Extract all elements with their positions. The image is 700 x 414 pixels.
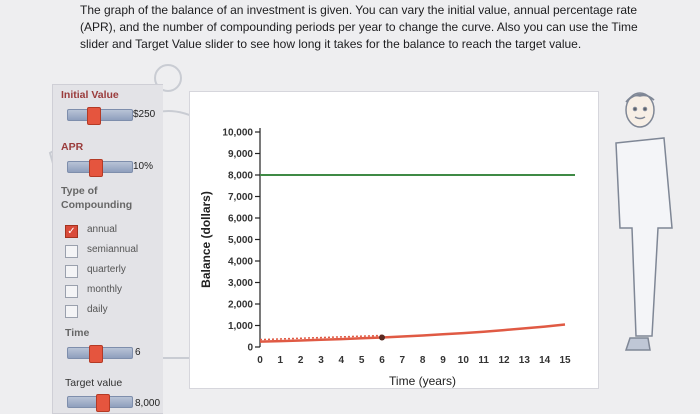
time-marker-point — [379, 334, 385, 341]
initial-value-readout: $250 — [133, 109, 156, 120]
compounding-label-line2: Compounding — [61, 199, 133, 211]
x-tick-label: 0 — [257, 355, 263, 366]
compounding-option-label: semiannual — [87, 244, 139, 255]
target-value-label: Target value — [65, 377, 123, 389]
x-tick-label: 9 — [440, 355, 446, 366]
y-tick-label: 0 — [247, 343, 253, 354]
x-tick-label: 6 — [379, 355, 385, 366]
y-tick-label: 5,000 — [228, 235, 253, 246]
compounding-option-label: daily — [87, 304, 108, 315]
y-tick-label: 3,000 — [228, 278, 253, 289]
x-tick-label: 15 — [559, 355, 571, 366]
x-axis-label: Time (years) — [389, 374, 456, 388]
initial-value-slider-thumb[interactable] — [87, 107, 102, 125]
student-figure-right — [615, 92, 673, 351]
controls-panel: Initial Value $250 APR 10% Type of Compo… — [52, 84, 163, 414]
balance-trace-dotted — [259, 334, 383, 341]
x-tick-label: 10 — [458, 355, 470, 366]
checkbox-icon[interactable] — [65, 305, 78, 318]
y-tick-label: 1,000 — [228, 321, 253, 332]
checkbox-checked-icon[interactable]: ✓ — [65, 225, 78, 238]
initial-value-label: Initial Value — [61, 89, 119, 101]
compounding-option-label: monthly — [87, 284, 123, 295]
instructions-text: The graph of the balance of an investmen… — [80, 3, 638, 51]
apr-label: APR — [61, 141, 84, 153]
x-tick-label: 5 — [359, 355, 365, 366]
time-slider-thumb[interactable] — [88, 345, 103, 363]
x-tick-label: 7 — [400, 355, 406, 366]
checkbox-icon[interactable] — [65, 265, 78, 278]
x-tick-label: 2 — [298, 355, 304, 366]
target-value-readout: 8,000 — [135, 398, 161, 409]
target-value-slider[interactable] — [67, 394, 133, 412]
time-label: Time — [65, 327, 90, 339]
balance-chart: 0 1,000 2,000 3,000 4,000 5,000 6,000 7,000 8,00… — [199, 128, 575, 388]
x-tick-label: 12 — [498, 355, 510, 366]
time-readout: 6 — [135, 347, 141, 358]
x-tick-label: 13 — [519, 355, 531, 366]
y-tick-label: 9,000 — [228, 149, 253, 160]
initial-value-slider[interactable] — [67, 107, 133, 125]
checkbox-icon[interactable] — [65, 285, 78, 298]
x-tick-label: 4 — [339, 355, 345, 366]
compounding-label-line1: Type of — [61, 185, 98, 197]
time-slider[interactable] — [67, 345, 133, 363]
target-value-slider-thumb[interactable] — [95, 394, 110, 412]
apr-slider[interactable] — [67, 159, 133, 177]
x-tick-label: 3 — [318, 355, 324, 366]
balance-curve — [259, 323, 566, 343]
checkbox-icon[interactable] — [65, 245, 78, 258]
apr-readout: 10% — [133, 161, 154, 172]
y-tick-label: 10,000 — [222, 128, 253, 139]
x-tick-label: 11 — [478, 355, 489, 366]
y-tick-label: 4,000 — [228, 257, 253, 268]
x-tick-label: 14 — [539, 355, 551, 366]
y-tick-label: 7,000 — [228, 192, 253, 203]
compounding-option-label: annual — [87, 224, 118, 235]
y-tick-label: 2,000 — [228, 300, 253, 311]
y-tick-label: 6,000 — [228, 214, 253, 225]
chart-frame: 0 1,000 2,000 3,000 4,000 5,000 6,000 7,000 8,00… — [189, 91, 599, 389]
apr-slider-thumb[interactable] — [88, 159, 103, 177]
x-tick-label: 1 — [278, 355, 284, 366]
y-axis-label: Balance (dollars) — [199, 191, 213, 288]
y-tick-label: 8,000 — [228, 171, 253, 182]
compounding-option-label: quarterly — [87, 264, 126, 275]
x-tick-label: 8 — [420, 355, 426, 366]
